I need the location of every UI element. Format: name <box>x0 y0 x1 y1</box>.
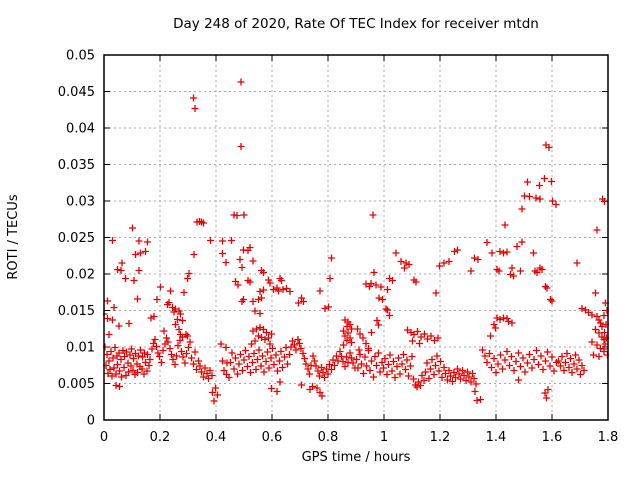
gridlines <box>104 55 608 420</box>
y-tick-label: 0.02 <box>66 268 95 283</box>
y-tick-label: 0.035 <box>58 158 95 173</box>
x-tick-label: 0.4 <box>206 430 227 445</box>
x-tick-label: 1 <box>380 430 388 445</box>
y-tick-label: 0.015 <box>58 304 95 319</box>
data-points <box>103 78 609 405</box>
y-axis-label: ROTI / TECUs <box>6 194 21 279</box>
tick-labels: 0 0.2 0.4 0.6 0.8 1 1.2 1.4 1.6 1.8 0 0.005 0.01 0.01… <box>58 49 619 446</box>
y-tick-label: 0 <box>87 414 95 429</box>
plot-border <box>103 54 609 421</box>
chart-title: Day 248 of 2020, Rate Of TEC Index for r… <box>173 16 539 32</box>
x-tick-label: 1.6 <box>542 430 563 445</box>
x-tick-label: 1.2 <box>430 430 451 445</box>
x-tick-label: 0.8 <box>318 430 339 445</box>
y-tick-label: 0.04 <box>66 122 95 137</box>
x-tick-label: 0 <box>100 430 108 445</box>
y-tick-label: 0.01 <box>66 341 95 356</box>
x-tick-label: 0.6 <box>262 430 283 445</box>
x-tick-label: 1.4 <box>486 430 507 445</box>
y-tick-label: 0.03 <box>66 195 95 210</box>
x-tick-label: 0.2 <box>150 430 171 445</box>
x-axis-label: GPS time / hours <box>302 450 411 465</box>
y-tick-label: 0.025 <box>58 231 95 246</box>
y-tick-label: 0.05 <box>66 49 95 64</box>
y-tick-label: 0.045 <box>58 85 95 100</box>
x-tick-label: 1.8 <box>598 430 619 445</box>
y-tick-label: 0.005 <box>58 377 95 392</box>
scatter-points-path <box>103 78 609 405</box>
